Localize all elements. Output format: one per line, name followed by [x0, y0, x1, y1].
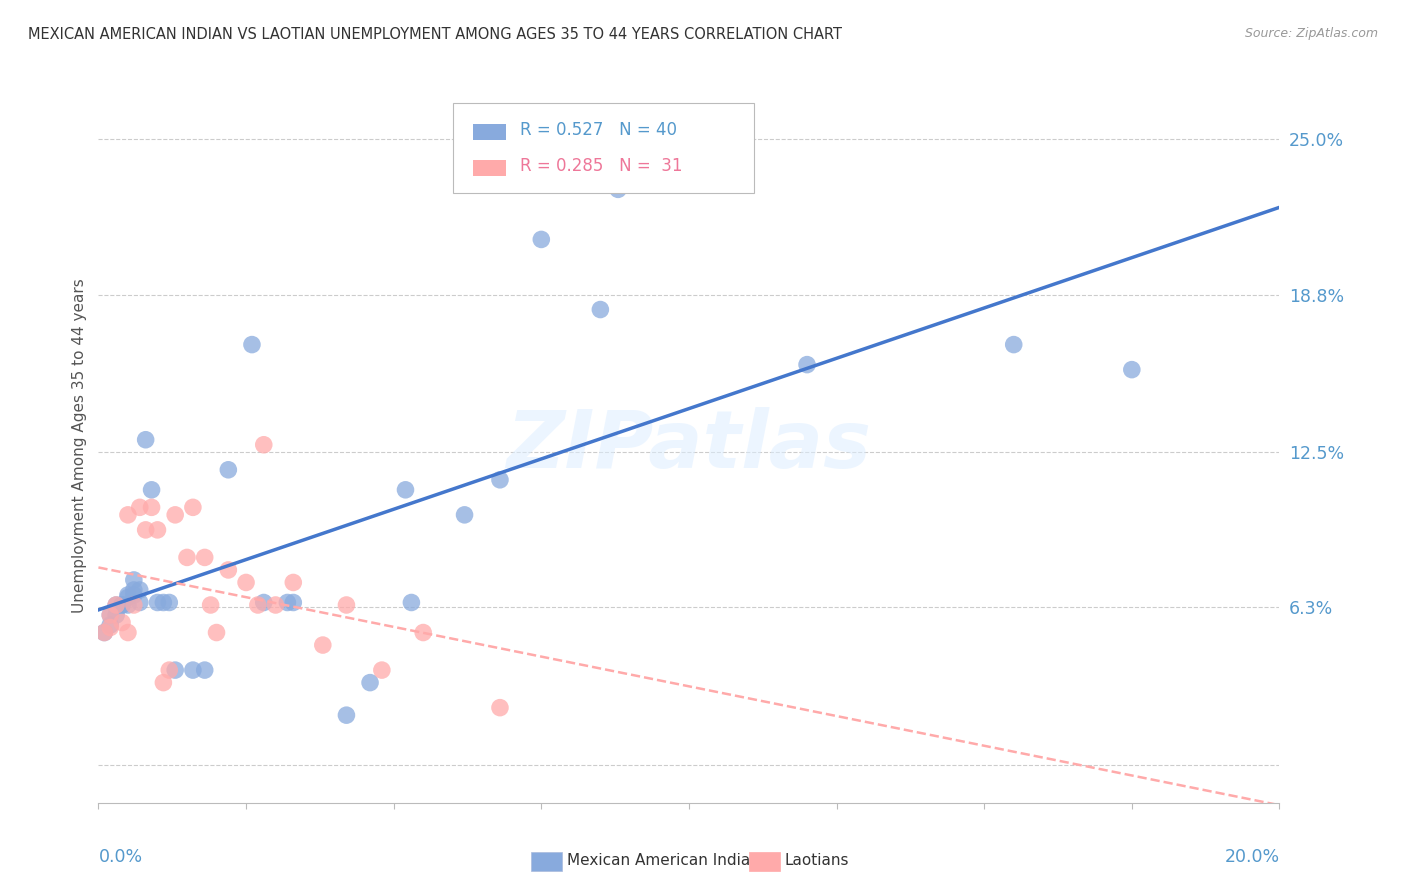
- Point: [530, 232, 553, 246]
- FancyBboxPatch shape: [472, 160, 506, 176]
- Text: 0.0%: 0.0%: [98, 848, 142, 866]
- Point: [146, 523, 169, 537]
- Point: [607, 182, 630, 196]
- Text: Mexican American Indians: Mexican American Indians: [567, 854, 768, 868]
- Point: [165, 508, 187, 522]
- Point: [253, 438, 276, 452]
- Point: [111, 598, 134, 612]
- Point: [796, 358, 818, 372]
- Point: [128, 595, 150, 609]
- Point: [217, 463, 239, 477]
- Point: [105, 598, 128, 612]
- Point: [181, 663, 204, 677]
- Point: [194, 663, 217, 677]
- Point: [117, 588, 139, 602]
- Text: 20.0%: 20.0%: [1225, 848, 1279, 866]
- Point: [98, 607, 121, 622]
- Point: [371, 663, 394, 677]
- Point: [194, 550, 217, 565]
- Point: [135, 433, 157, 447]
- Text: MEXICAN AMERICAN INDIAN VS LAOTIAN UNEMPLOYMENT AMONG AGES 35 TO 44 YEARS CORREL: MEXICAN AMERICAN INDIAN VS LAOTIAN UNEMP…: [28, 27, 842, 42]
- Point: [157, 595, 180, 609]
- Y-axis label: Unemployment Among Ages 35 to 44 years: Unemployment Among Ages 35 to 44 years: [72, 278, 87, 614]
- Point: [98, 621, 121, 635]
- Point: [240, 337, 263, 351]
- Point: [122, 588, 145, 602]
- Point: [312, 638, 335, 652]
- Text: Laotians: Laotians: [785, 854, 849, 868]
- Point: [128, 500, 150, 515]
- Point: [335, 708, 357, 723]
- FancyBboxPatch shape: [453, 103, 754, 193]
- Point: [105, 607, 128, 622]
- Point: [1002, 337, 1025, 351]
- Point: [283, 595, 305, 609]
- Point: [489, 700, 512, 714]
- Point: [453, 508, 475, 522]
- Point: [412, 625, 434, 640]
- Point: [1121, 362, 1143, 376]
- Point: [111, 598, 134, 612]
- Text: R = 0.285   N =  31: R = 0.285 N = 31: [520, 157, 682, 175]
- Point: [253, 595, 276, 609]
- Point: [141, 500, 163, 515]
- Point: [141, 483, 163, 497]
- Point: [98, 618, 121, 632]
- Point: [283, 575, 305, 590]
- Point: [152, 595, 174, 609]
- Point: [122, 598, 145, 612]
- Point: [335, 598, 357, 612]
- FancyBboxPatch shape: [472, 124, 506, 140]
- Point: [135, 523, 157, 537]
- Point: [217, 563, 239, 577]
- Point: [589, 302, 612, 317]
- Point: [401, 595, 423, 609]
- Point: [235, 575, 257, 590]
- Point: [359, 675, 381, 690]
- Point: [157, 663, 180, 677]
- Point: [117, 508, 139, 522]
- Point: [117, 591, 139, 605]
- Point: [165, 663, 187, 677]
- Text: Source: ZipAtlas.com: Source: ZipAtlas.com: [1244, 27, 1378, 40]
- Point: [181, 500, 204, 515]
- Point: [394, 483, 416, 497]
- Point: [152, 675, 174, 690]
- Point: [122, 573, 145, 587]
- Point: [205, 625, 228, 640]
- Point: [128, 582, 150, 597]
- Point: [276, 595, 298, 609]
- Point: [117, 625, 139, 640]
- Point: [489, 473, 512, 487]
- Point: [93, 625, 115, 640]
- Point: [122, 582, 145, 597]
- Point: [98, 607, 121, 622]
- Point: [117, 598, 139, 612]
- Point: [146, 595, 169, 609]
- Text: R = 0.527   N = 40: R = 0.527 N = 40: [520, 121, 678, 139]
- Point: [105, 598, 128, 612]
- Point: [93, 625, 115, 640]
- Point: [176, 550, 198, 565]
- Point: [246, 598, 269, 612]
- Text: ZIPatlas: ZIPatlas: [506, 407, 872, 485]
- Point: [264, 598, 287, 612]
- Point: [200, 598, 222, 612]
- Point: [111, 615, 134, 630]
